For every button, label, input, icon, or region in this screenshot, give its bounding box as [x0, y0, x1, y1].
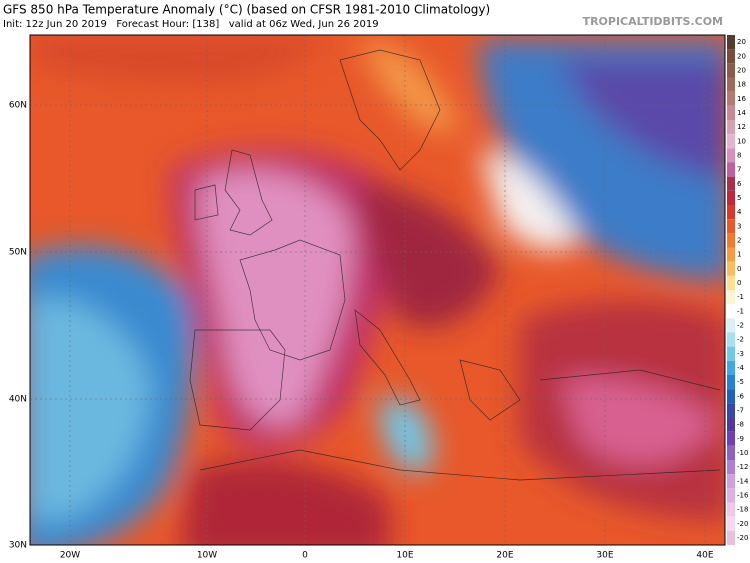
map-field — [30, 35, 725, 545]
colorbar-label: 4 — [737, 208, 742, 216]
colorbar-label: -1 — [737, 293, 744, 301]
colorbar-label: 1 — [737, 251, 741, 259]
colorbar-swatch — [727, 389, 735, 404]
longitude-label: 20W — [60, 551, 80, 561]
colorbar-swatch — [727, 205, 735, 220]
colorbar-swatch — [727, 318, 735, 333]
colorbar-label: -4 — [737, 364, 745, 372]
colorbar-label: 0 — [737, 279, 741, 287]
colorbar-swatch — [727, 530, 735, 545]
colorbar-label: -16 — [737, 491, 749, 499]
colorbar-label: 2 — [737, 236, 741, 244]
colorbar-label: -18 — [737, 506, 748, 514]
colorbar-label: -6 — [737, 392, 745, 400]
colorbar-label: 12 — [737, 123, 746, 131]
colorbar-swatch — [727, 474, 735, 489]
colorbar-label: 8 — [737, 151, 741, 159]
colorbar-label: -2 — [737, 321, 744, 329]
subtitle: Init: 12z Jun 20 2019 Forecast Hour: [13… — [3, 19, 379, 30]
longitude-label: 40E — [696, 551, 713, 561]
colorbar-swatch — [727, 445, 735, 460]
colorbar-swatch — [727, 304, 735, 319]
latitude-label: 30N — [9, 541, 27, 551]
colorbar-label: 5 — [737, 194, 741, 202]
colorbar-swatch — [727, 49, 735, 64]
colorbar-swatch — [727, 176, 735, 191]
colorbar-swatch — [727, 375, 735, 390]
colorbar-swatch — [727, 275, 735, 290]
colorbar-swatch — [727, 502, 735, 517]
colorbar-swatch — [727, 148, 735, 163]
colorbar-label: -12 — [737, 463, 748, 471]
longitude-label: 0 — [302, 551, 308, 561]
colorbar-swatch — [727, 488, 735, 503]
colorbar-label: 10 — [737, 137, 746, 145]
colorbar-swatch — [727, 332, 735, 347]
longitude-label: 30E — [596, 551, 613, 561]
colorbar-swatch — [727, 247, 735, 262]
colorbar-label: -5 — [737, 378, 744, 386]
colorbar-label: 18 — [737, 81, 746, 89]
colorbar-label: -1 — [737, 307, 744, 315]
colorbar-swatch — [727, 360, 735, 375]
colorbar-swatch — [727, 403, 735, 418]
colorbar-swatch — [727, 219, 735, 234]
colorbar-label: 6 — [737, 180, 742, 188]
colorbar-label: 16 — [737, 95, 746, 103]
colorbar-label: 3 — [737, 222, 741, 230]
colorbar-swatch — [727, 134, 735, 149]
colorbar-label: 20 — [737, 66, 746, 74]
latitude-label: 60N — [9, 101, 27, 111]
longitude-label: 20E — [496, 551, 513, 561]
colorbar-label: -20 — [737, 520, 748, 528]
title: GFS 850 hPa Temperature Anomaly (°C) (ba… — [3, 3, 490, 17]
colorbar-swatch — [727, 516, 735, 531]
site-name: TROPICALTIDBITS.COM — [583, 15, 723, 28]
longitude-label: 10W — [197, 551, 217, 561]
colorbar-swatch — [727, 91, 735, 106]
colorbar-swatch — [727, 460, 735, 475]
colorbar-swatch — [727, 431, 735, 446]
colorbar-swatch — [727, 417, 735, 432]
colorbar-label: -20 — [737, 534, 748, 542]
map-frame — [29, 34, 726, 546]
colorbar-swatch — [727, 233, 735, 248]
colorbar-label: -8 — [737, 421, 744, 429]
colorbar-swatch — [727, 162, 735, 177]
longitude-label: 10E — [396, 551, 413, 561]
colorbar-label: 0 — [737, 265, 741, 273]
colorbar-label: 14 — [737, 109, 746, 117]
colorbar-label: 20 — [737, 52, 746, 60]
colorbar-label: -14 — [737, 477, 749, 485]
colorbar-swatch — [727, 346, 735, 361]
colorbar-label: -9 — [737, 435, 744, 443]
colorbar-swatch — [727, 105, 735, 120]
colorbar-swatch — [727, 120, 735, 135]
colorbar-swatch — [727, 63, 735, 78]
colorbar-label: -2 — [737, 336, 744, 344]
colorbar-label: -3 — [737, 350, 744, 358]
latitude-label: 40N — [9, 395, 27, 405]
colorbar-swatch — [727, 290, 735, 305]
colorbar-label: -10 — [737, 449, 748, 457]
colorbar-label: -7 — [737, 406, 744, 414]
latitude-label: 50N — [9, 248, 27, 258]
colorbar-swatch — [727, 77, 735, 92]
colorbar-swatch — [727, 35, 735, 50]
colorbar-swatch — [727, 261, 735, 276]
colorbar-label: 7 — [737, 166, 741, 174]
colorbar-label: 20 — [737, 38, 746, 46]
colorbar-swatch — [727, 190, 735, 205]
